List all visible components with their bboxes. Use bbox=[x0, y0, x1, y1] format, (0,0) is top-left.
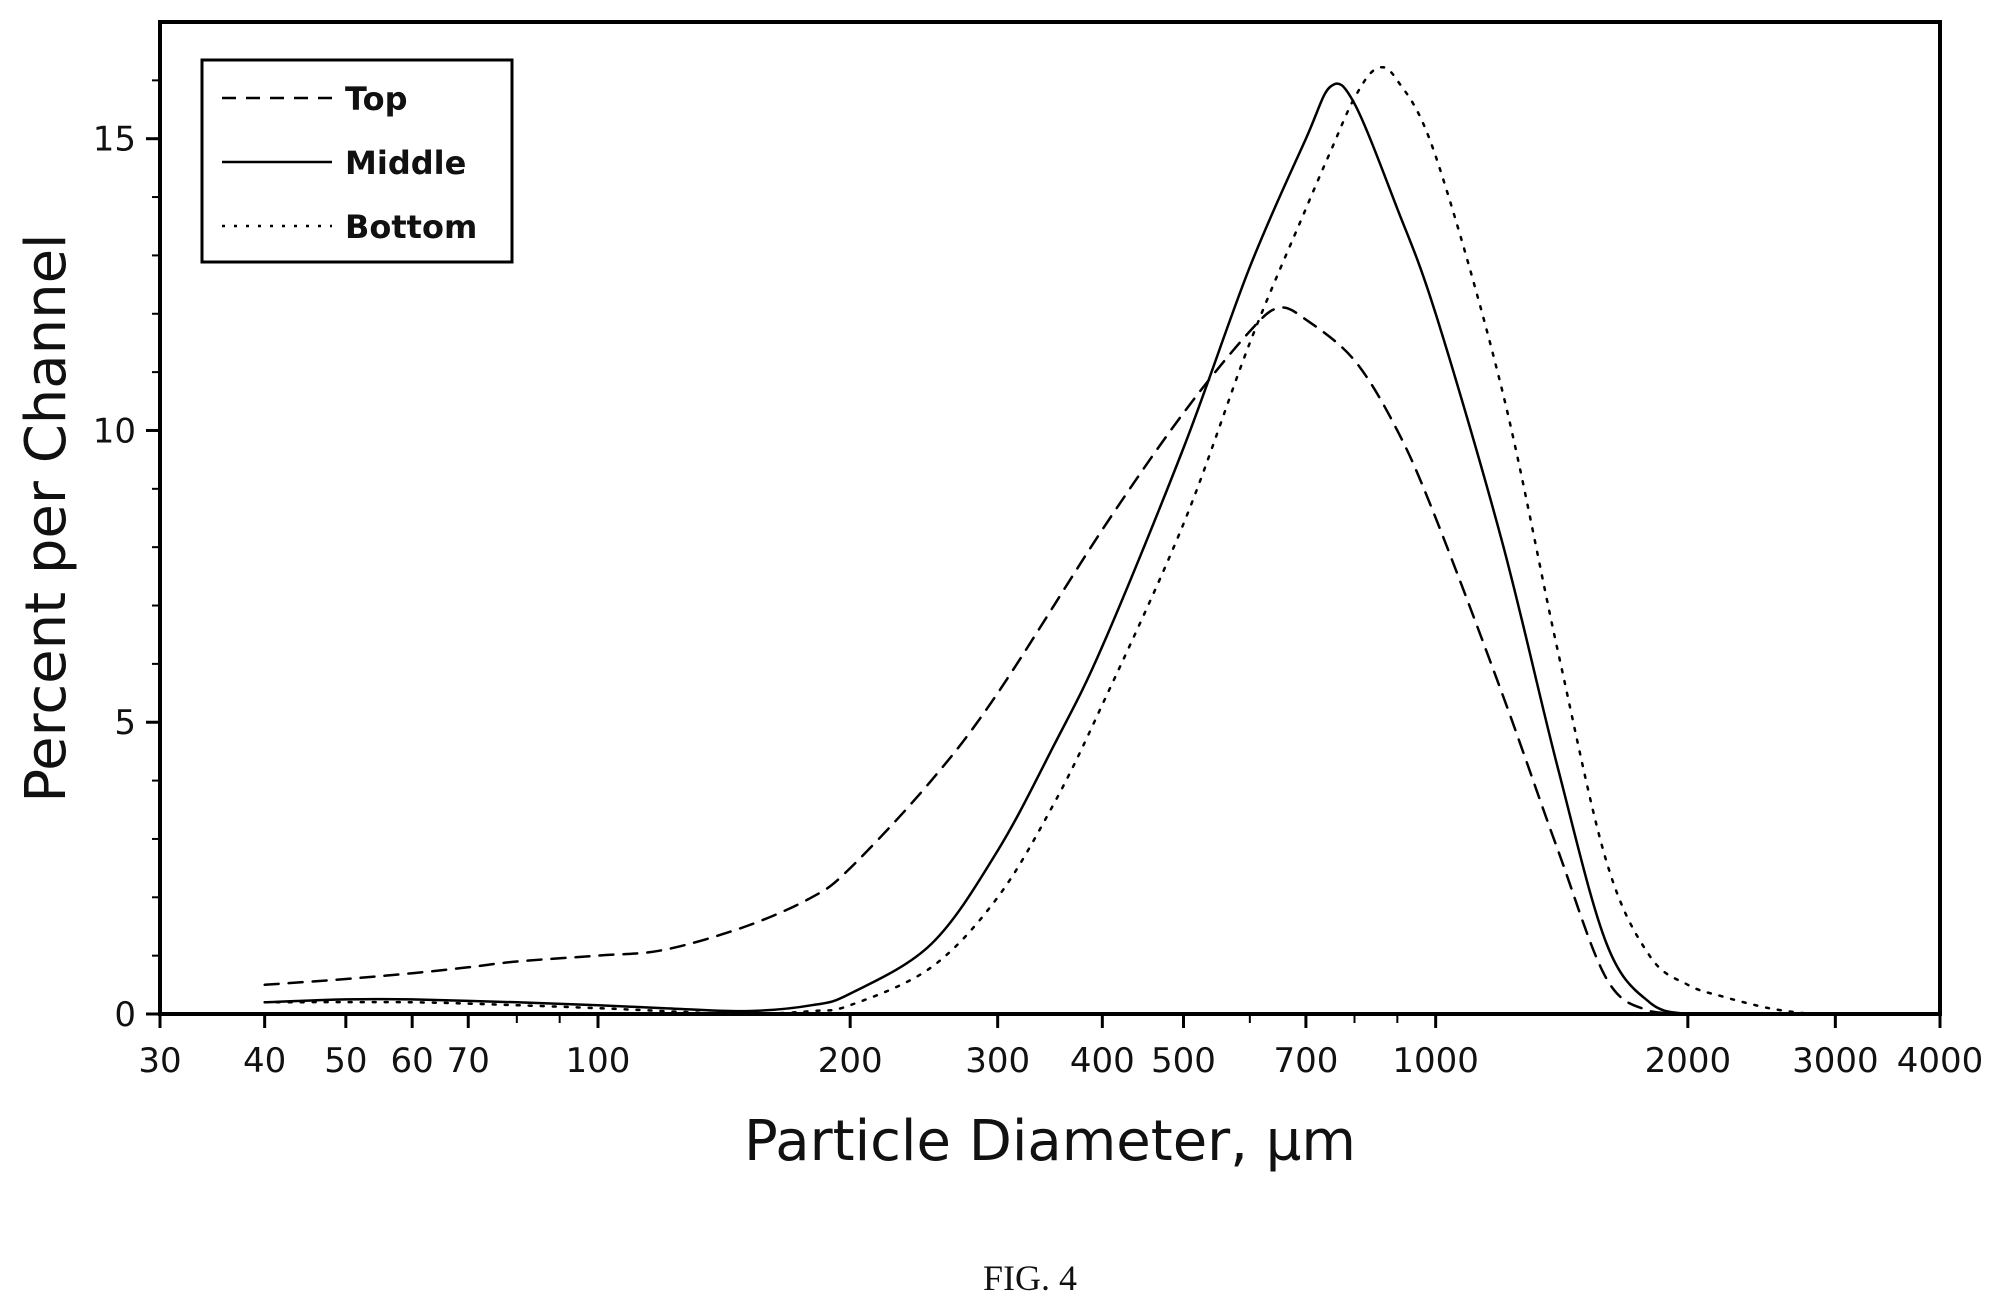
plot-frame bbox=[158, 20, 1942, 1016]
x-axis: 30 40 50 60 70 100 200 300 400 500 700 1000 2000 3000… bbox=[138, 1014, 1983, 1081]
x-tick-label: 30 bbox=[138, 1041, 181, 1081]
series-line-bottom bbox=[263, 66, 1812, 1016]
x-tick-label: 300 bbox=[965, 1041, 1030, 1081]
y-axis-title: Percent per Channel bbox=[14, 233, 79, 802]
y-tick-label: 10 bbox=[93, 411, 136, 451]
x-tick-label: 1000 bbox=[1392, 1041, 1479, 1081]
x-axis-title: Particle Diameter, µm bbox=[744, 1109, 1356, 1174]
x-tick-label: 40 bbox=[243, 1041, 286, 1081]
x-tick-label: 200 bbox=[818, 1041, 883, 1081]
series-line-middle bbox=[263, 82, 1724, 1016]
legend-label-bottom: Bottom bbox=[345, 208, 477, 246]
x-tick-label: 60 bbox=[391, 1041, 434, 1081]
x-tick-label: 2000 bbox=[1645, 1041, 1732, 1081]
y-tick-label: 5 bbox=[114, 703, 136, 743]
legend-label-middle: Middle bbox=[345, 144, 466, 182]
x-tick-label: 4000 bbox=[1897, 1041, 1984, 1081]
x-tick-label: 3000 bbox=[1792, 1041, 1879, 1081]
y-tick-label: 15 bbox=[93, 120, 136, 160]
x-tick-label: 400 bbox=[1070, 1041, 1135, 1081]
y-axis: 0 5 10 15 bbox=[93, 79, 160, 1035]
series-line-top bbox=[263, 306, 1690, 1016]
legend-label-top: Top bbox=[345, 80, 407, 118]
x-tick-label: 500 bbox=[1151, 1041, 1216, 1081]
x-tick-label: 70 bbox=[447, 1041, 490, 1081]
legend: Top Middle Bottom bbox=[200, 58, 514, 264]
x-tick-label: 100 bbox=[566, 1041, 631, 1081]
figure-caption: FIG. 4 bbox=[983, 1258, 1077, 1298]
y-tick-label: 0 bbox=[114, 995, 136, 1035]
x-tick-label: 50 bbox=[324, 1041, 367, 1081]
series-group bbox=[263, 66, 1812, 1016]
x-tick-label: 700 bbox=[1273, 1041, 1338, 1081]
